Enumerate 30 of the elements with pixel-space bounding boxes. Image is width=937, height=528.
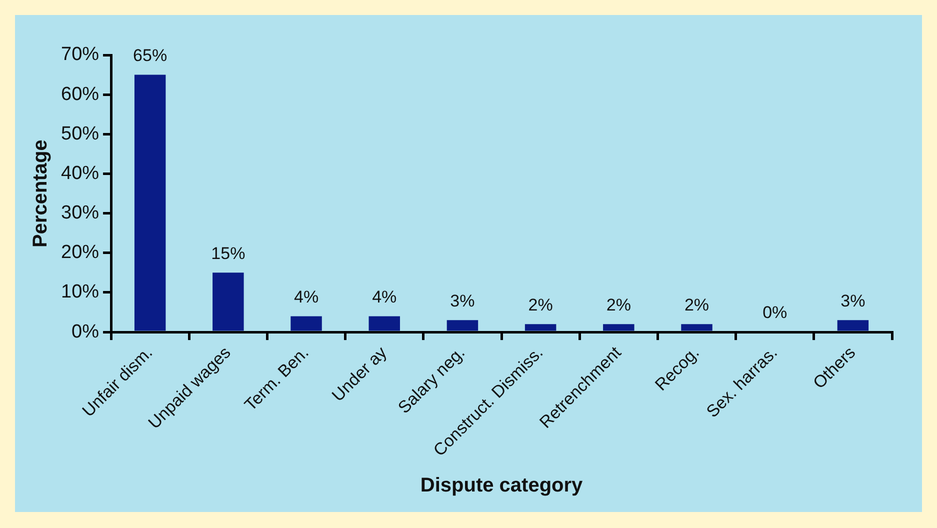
y-tick-label: 70% — [60, 44, 100, 66]
bar — [446, 320, 478, 331]
data-label: 4% — [372, 287, 397, 306]
y-tick-label: 60% — [60, 84, 100, 105]
y-axis-title: Percentage — [30, 140, 52, 248]
data-label: 3% — [450, 291, 475, 310]
data-label: 0% — [762, 303, 788, 322]
data-label: 2% — [528, 295, 553, 314]
bar — [603, 324, 634, 331]
bar — [837, 320, 869, 331]
data-label: 65% — [133, 46, 168, 65]
y-tick-label: 40% — [60, 162, 100, 184]
y-tick-label: 10% — [60, 282, 100, 303]
bar — [290, 316, 322, 331]
x-tick-label: Term. Ben. — [240, 342, 312, 415]
bar — [134, 74, 166, 331]
bar — [681, 324, 712, 331]
y-tick-label: 20% — [60, 242, 100, 264]
y-tick-label: 0% — [72, 321, 100, 342]
data-label: 2% — [684, 295, 710, 314]
y-tick-label: 30% — [60, 202, 100, 224]
bar — [368, 316, 400, 331]
y-tick-label: 50% — [60, 123, 100, 144]
data-label: 15% — [211, 244, 246, 263]
data-label: 4% — [294, 287, 319, 306]
x-axis-title: Dispute category — [420, 474, 584, 497]
data-label: 3% — [840, 291, 866, 310]
bar — [212, 272, 244, 331]
bar — [524, 324, 556, 331]
data-label: 2% — [606, 295, 631, 314]
